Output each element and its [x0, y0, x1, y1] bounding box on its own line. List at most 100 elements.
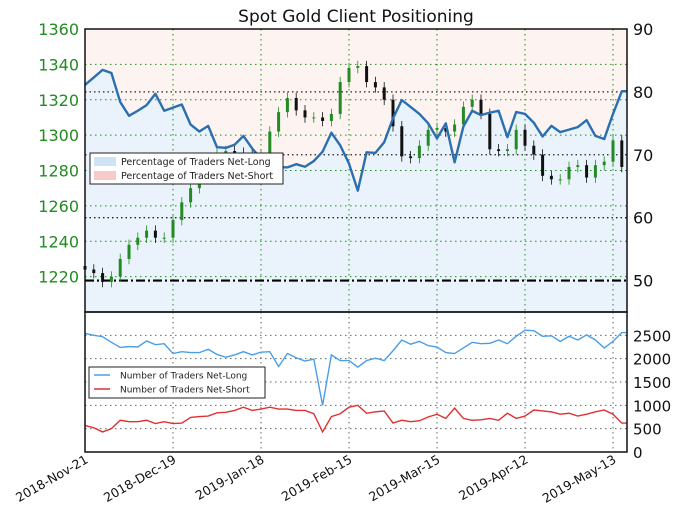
- candle-body: [549, 175, 553, 180]
- candle-body: [118, 258, 122, 277]
- net-long-percentage-line: [84, 68, 627, 192]
- candle-body: [136, 237, 140, 245]
- net-long-fill: [85, 69, 627, 312]
- price-tick-label: 1360: [38, 20, 79, 39]
- bottom-legend: Number of Traders Net-Long Number of Tra…: [88, 366, 266, 399]
- candle-body: [470, 99, 474, 107]
- date-tick-label: 2019-Mar-15: [366, 452, 442, 505]
- legend-swatch-net-long: [94, 157, 116, 166]
- candle-body: [479, 99, 483, 114]
- candle-body: [435, 128, 439, 130]
- percent-net-long-line: [84, 68, 627, 192]
- candle-body: [285, 97, 289, 113]
- candle-body: [593, 165, 597, 178]
- candle-body: [567, 166, 571, 180]
- candle-body: [338, 82, 342, 114]
- bottom-panel-frame: [84, 311, 628, 453]
- candle-body: [303, 110, 307, 118]
- candle-body: [145, 230, 149, 238]
- price-tick-label: 1300: [38, 126, 79, 145]
- count-tick-label: 1000: [633, 397, 671, 415]
- candle-body: [329, 113, 333, 121]
- candle-body: [444, 128, 448, 132]
- candle-body: [620, 140, 624, 167]
- candle-body: [365, 66, 369, 83]
- candle-body: [171, 220, 175, 238]
- candle-body: [162, 237, 166, 239]
- percentage-tick-label: 90: [633, 20, 653, 39]
- candle-body: [532, 145, 536, 155]
- candle-body: [356, 66, 360, 68]
- date-tick-label: 2019-Jan-18: [193, 452, 267, 503]
- percentage-tick-label: 50: [633, 272, 653, 291]
- candle-body: [497, 149, 501, 152]
- date-tick-label: 2019-Apr-12: [456, 452, 530, 504]
- candle-body: [321, 117, 325, 121]
- candle-body: [523, 129, 527, 146]
- candle-body: [585, 165, 589, 178]
- price-tick-label: 1260: [38, 197, 79, 216]
- net-long-count-line: [84, 329, 627, 406]
- date-tick-label: 2019-May-13: [540, 452, 619, 506]
- top-legend: Percentage of Traders Net-Long Percentag…: [89, 152, 284, 185]
- candle-body: [514, 129, 518, 150]
- candle-body: [417, 145, 421, 159]
- legend-label-net-long: Percentage of Traders Net-Long: [121, 157, 271, 168]
- price-tick-label: 1220: [38, 268, 79, 287]
- percentage-tick-label: 70: [633, 146, 653, 165]
- candle-body: [611, 140, 615, 162]
- candle-body: [391, 99, 395, 127]
- percentage-tick-label: 80: [633, 83, 653, 102]
- candle-body: [541, 154, 545, 176]
- count-tick-label: 500: [633, 421, 662, 439]
- count-tick-label: 0: [633, 444, 643, 462]
- candle-body: [505, 149, 509, 152]
- date-tick-label: 2018-Nov-21: [13, 452, 90, 505]
- candle-body: [453, 124, 457, 132]
- candle-body: [153, 230, 157, 238]
- percentage-tick-label: 60: [633, 209, 653, 228]
- candle-body: [294, 97, 298, 111]
- candle-body: [400, 126, 404, 157]
- price-tick-label: 1320: [38, 91, 79, 110]
- count-tick-label: 2500: [633, 327, 671, 345]
- candle-body: [312, 117, 316, 119]
- legend-label-count-long: Number of Traders Net-Long: [120, 372, 247, 382]
- candle-body: [602, 161, 606, 166]
- candle-body: [382, 87, 386, 100]
- date-tick-label: 2018-Dec-19: [101, 452, 179, 505]
- top-panel-background: [85, 29, 627, 312]
- net-short-count-line: [84, 404, 627, 434]
- date-tick-label: 2019-Feb-15: [279, 452, 355, 504]
- candle-body: [127, 244, 131, 259]
- candle-body: [461, 106, 465, 125]
- candle-body: [576, 165, 580, 167]
- price-tick-label: 1280: [38, 162, 79, 181]
- candle-body: [409, 156, 413, 159]
- candle-body: [277, 112, 281, 132]
- candle-body: [180, 202, 184, 221]
- candle-body: [224, 151, 228, 153]
- candle-body: [426, 129, 430, 146]
- axes: [84, 28, 628, 453]
- candle-body: [92, 269, 96, 274]
- legend-swatch-net-short: [94, 171, 116, 180]
- candle-body: [488, 113, 492, 150]
- legend-label-count-short: Number of Traders Net-Short: [120, 386, 250, 396]
- trader-count-lines: [84, 329, 627, 434]
- candle-body: [558, 179, 562, 181]
- candle-body: [233, 151, 237, 153]
- chart-title: Spot Gold Client Positioning: [238, 7, 474, 27]
- candle-body: [101, 273, 105, 282]
- count-tick-label: 1500: [633, 374, 671, 392]
- candle-body: [268, 131, 272, 155]
- price-tick-label: 1340: [38, 55, 79, 74]
- price-tick-label: 1240: [38, 232, 79, 251]
- candle-body: [347, 67, 351, 83]
- candle-body: [189, 188, 193, 203]
- candle-body: [109, 276, 113, 282]
- candle-body: [373, 82, 377, 88]
- count-tick-label: 2000: [633, 351, 671, 369]
- legend-label-net-short: Percentage of Traders Net-Short: [121, 171, 273, 182]
